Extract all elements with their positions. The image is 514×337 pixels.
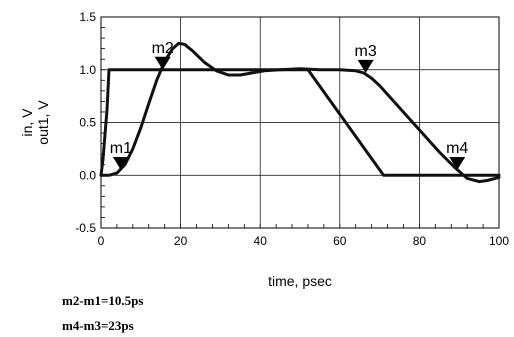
series — [99, 41, 501, 184]
x-tick-label: 60 — [333, 234, 347, 248]
y-axis-label-line: in, V — [19, 108, 35, 137]
marker-triangle-m1 — [112, 156, 129, 170]
marker-triangle-m4 — [449, 156, 466, 170]
marker-label-m3: m3 — [355, 43, 377, 60]
x-tick-label: 80 — [413, 234, 427, 248]
marker-label-m4: m4 — [446, 140, 468, 157]
marker-label-m1: m1 — [110, 140, 132, 157]
x-tick-label: 20 — [174, 234, 188, 248]
series-line-1 — [99, 68, 501, 177]
markers: m1 m2 m3 m4 — [110, 40, 468, 170]
annotation-m2-m1: m2-m1=10.5ps — [62, 293, 144, 308]
y-tick-label: -0.5 — [75, 221, 96, 235]
x-tick-label: 40 — [254, 234, 268, 248]
x-axis-label: time, psec — [268, 273, 332, 289]
y-tick-label: 0.0 — [79, 168, 96, 182]
marker-triangle-m2 — [154, 56, 171, 70]
series-line-2 — [99, 41, 501, 184]
y-tick-label: 1.0 — [79, 63, 96, 77]
y-axis-label-line: out1, V — [35, 100, 51, 145]
marker-label-m2: m2 — [152, 40, 174, 57]
marker-triangle-m3 — [357, 59, 374, 73]
x-tick-label: 100 — [489, 234, 509, 248]
y-tick-label: 1.5 — [79, 10, 96, 24]
plot-area-frame — [100, 16, 500, 229]
annotation-m4-m3: m4-m3=23ps — [62, 318, 134, 333]
y-tick-label: 0.5 — [79, 116, 96, 130]
x-tick-label: 0 — [98, 234, 105, 248]
tick-labels: 0 20 40 60 80 100 -0.5 0.0 0.5 1.0 1.5 — [75, 10, 509, 248]
